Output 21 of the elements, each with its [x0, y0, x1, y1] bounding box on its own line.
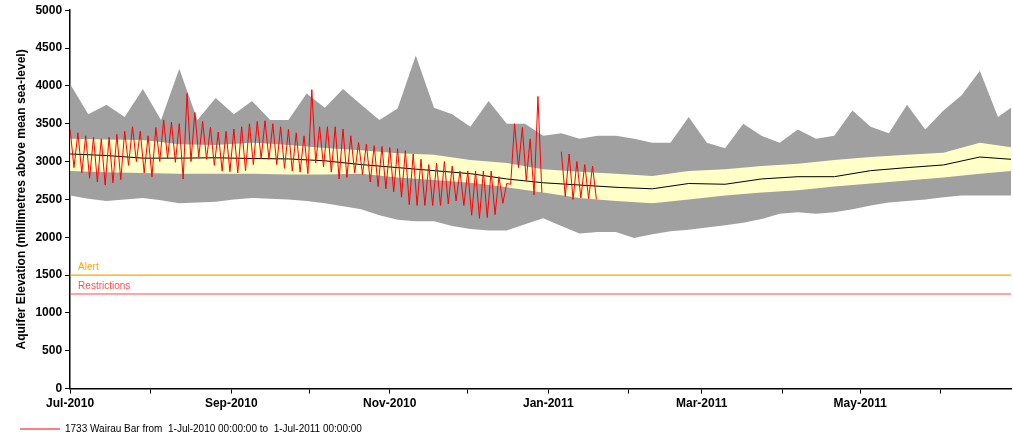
y-axis-title: Aquifer Elevation (millimetres above mean sea-level)	[13, 49, 28, 350]
y-tick-label: 0	[55, 380, 63, 395]
y-tick-label: 3000	[35, 153, 63, 168]
x-tick-label: Sep-2010	[204, 396, 258, 411]
y-tick-label: 5000	[35, 2, 63, 17]
y-tick-label: 4000	[35, 78, 63, 93]
y-tick-label: 500	[42, 343, 63, 358]
x-tick-label: May-2011	[833, 396, 888, 411]
ref-line-label: Alert	[78, 260, 99, 272]
y-tick-label: 4500	[35, 40, 63, 55]
x-tick-label: Jul-2010	[46, 396, 95, 411]
ref-line-label: Restrictions	[78, 279, 131, 291]
y-tick-label: 1000	[35, 305, 63, 320]
y-tick-label: 2500	[35, 191, 63, 206]
y-tick-label: 2000	[35, 229, 63, 244]
x-tick-label: Jan-2011	[522, 396, 575, 411]
y-tick-label: 3500	[35, 116, 63, 131]
y-tick-label: 1500	[35, 267, 63, 282]
legend-label: 1733 Wairau Bar from 1-Jul-2010 00:00:00 to 1-Jul-2011 00:00:00	[65, 422, 363, 434]
x-tick-label: Mar-2011	[676, 396, 728, 411]
x-tick-label: Nov-2010	[363, 396, 417, 411]
